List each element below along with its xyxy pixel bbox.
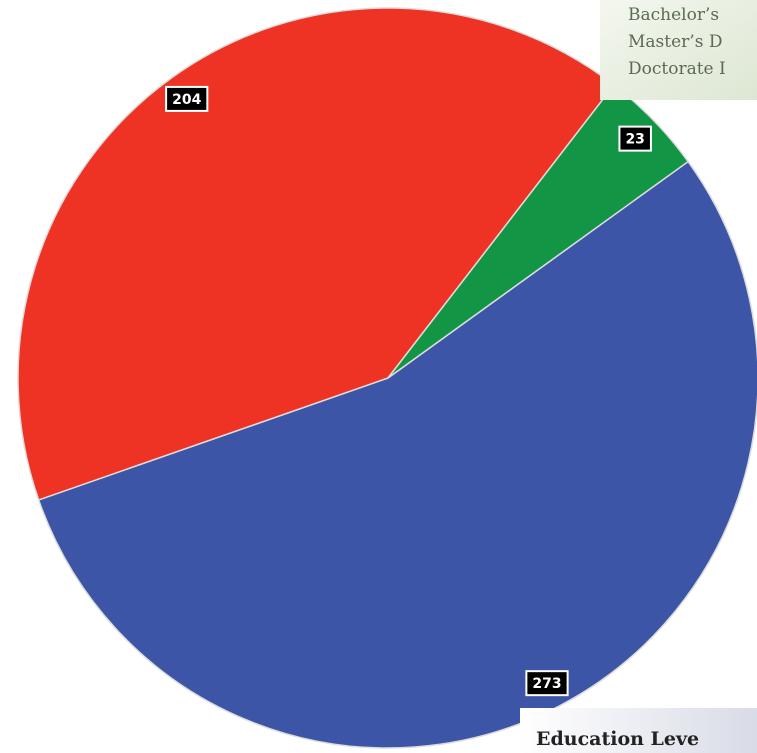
data-label: 23 bbox=[625, 132, 644, 148]
title-box bbox=[520, 708, 757, 753]
legend-box bbox=[600, 0, 757, 100]
data-label-box bbox=[618, 125, 652, 152]
legend-label: Master’s D bbox=[628, 32, 722, 52]
legend: Bachelor’s Master’s D Doctorate I bbox=[628, 5, 726, 79]
pie bbox=[17, 7, 757, 749]
data-label: 273 bbox=[532, 676, 561, 692]
data-label-box bbox=[165, 85, 209, 112]
data-label-box bbox=[525, 670, 569, 697]
data-label: 204 bbox=[172, 92, 201, 108]
chart-title: Education Leve bbox=[536, 728, 699, 750]
data-labels: 273 204 23 bbox=[165, 85, 652, 697]
legend-label: Bachelor’s bbox=[628, 5, 719, 25]
pie-slice bbox=[17, 7, 616, 501]
legend-label: Doctorate I bbox=[628, 59, 726, 79]
pie-slice bbox=[37, 160, 757, 749]
